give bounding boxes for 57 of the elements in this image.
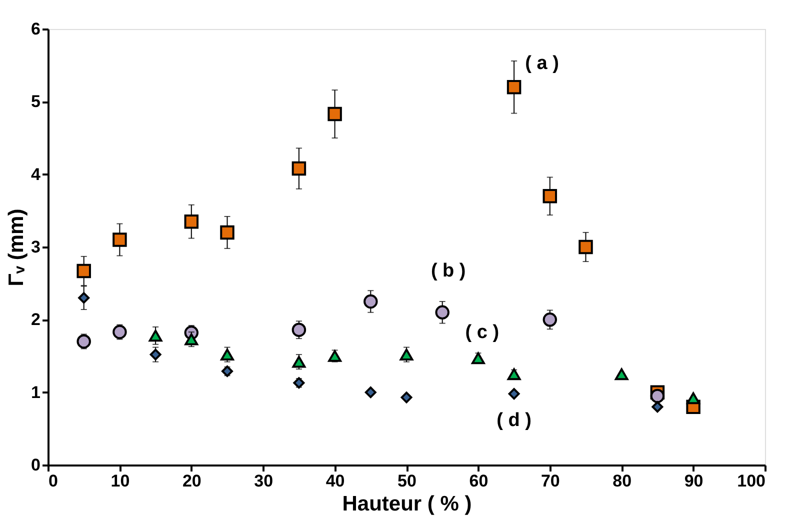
point	[112, 324, 127, 340]
point	[542, 189, 558, 204]
point	[112, 232, 127, 247]
point	[292, 161, 306, 176]
x-tick-label: 60	[469, 472, 488, 490]
x-tick-label: 30	[254, 472, 274, 490]
point	[364, 386, 376, 398]
annotation: ( b )	[430, 260, 466, 282]
point	[328, 106, 342, 122]
point	[184, 333, 198, 346]
y-tick-label: 2	[31, 310, 40, 330]
point	[508, 388, 520, 400]
x-tick-label: 70	[540, 472, 560, 490]
point	[148, 330, 162, 342]
y-tick-label: 6	[31, 20, 40, 38]
x-tick-label: 50	[398, 472, 416, 490]
x-tick-label: 0	[48, 472, 58, 490]
y-tick-label: 1	[31, 382, 40, 402]
y-tick-label: 0	[31, 456, 40, 474]
annotation: ( d )	[496, 410, 532, 431]
x-tick-label: 20	[182, 472, 202, 490]
y-tick-label: 3	[31, 238, 40, 256]
point	[220, 348, 234, 360]
x-tick-label: 10	[110, 472, 130, 490]
y-tick-label: 5	[31, 92, 40, 112]
point	[220, 225, 234, 240]
x-axis-title: Hauteur ( % )	[342, 492, 472, 516]
x-tick-label: 100	[737, 472, 766, 490]
point	[614, 368, 628, 380]
point	[400, 392, 412, 404]
y-tick-label: 4	[31, 164, 42, 184]
point	[293, 377, 305, 389]
point	[507, 368, 521, 380]
point	[292, 322, 306, 337]
point	[184, 214, 199, 229]
point	[686, 392, 700, 404]
point	[542, 312, 558, 327]
x-tick-label: 80	[612, 472, 632, 490]
point	[328, 350, 342, 362]
annotation: ( c )	[465, 322, 500, 344]
y-axis-title: Γᵥ (mm)	[5, 208, 28, 286]
point	[78, 292, 90, 304]
point	[400, 348, 414, 360]
point	[652, 401, 664, 413]
point	[578, 240, 593, 254]
x-tick-label: 40	[326, 472, 345, 490]
x-tick-label: 90	[684, 472, 704, 490]
annotation: ( a )	[525, 53, 559, 74]
point	[435, 305, 450, 320]
point	[650, 388, 665, 404]
point	[506, 80, 522, 94]
point	[222, 366, 233, 378]
point	[76, 264, 91, 278]
point	[76, 334, 91, 349]
point	[472, 352, 485, 364]
point	[292, 356, 306, 368]
point	[364, 294, 378, 309]
